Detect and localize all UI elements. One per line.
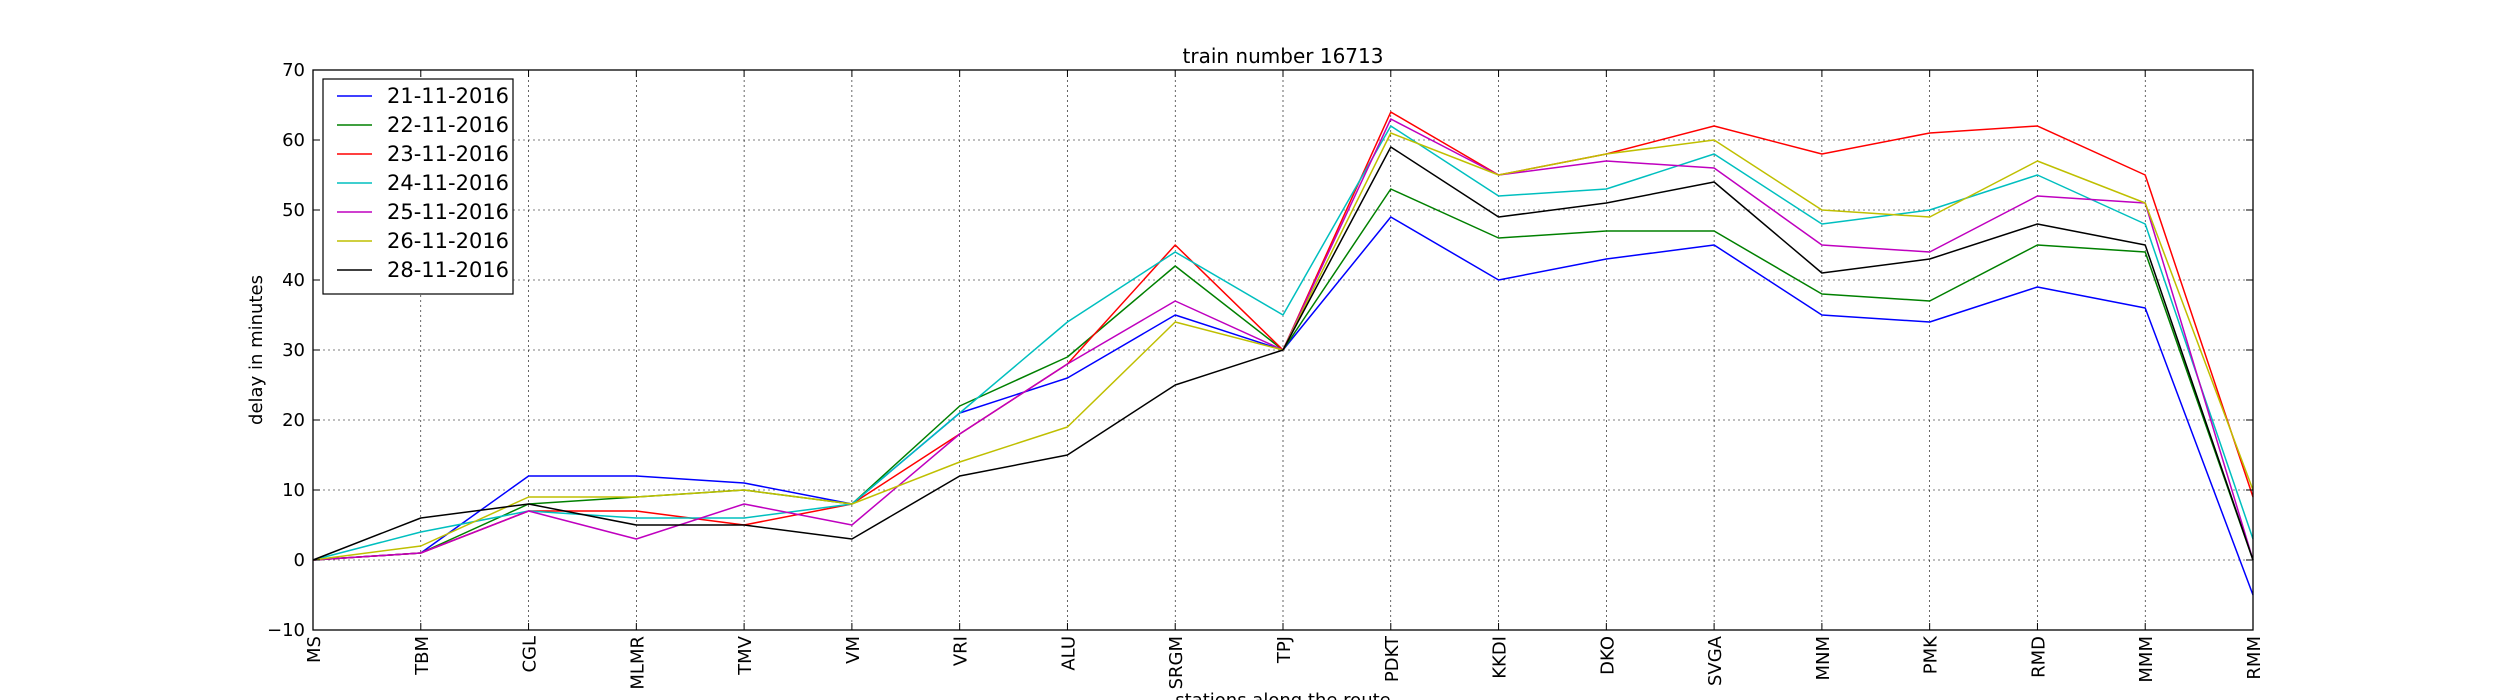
legend-label: 25-11-2016: [387, 200, 509, 224]
y-tick-label: 40: [282, 270, 305, 291]
y-tick-label: 50: [282, 200, 305, 221]
x-tick-label: PMK: [1921, 635, 1942, 674]
legend-label: 26-11-2016: [387, 229, 509, 253]
y-tick-label: −10: [267, 620, 305, 641]
x-tick-label: KKDI: [1490, 636, 1511, 679]
x-tick-label: CGL: [520, 636, 541, 673]
y-tick-label: 0: [294, 550, 305, 571]
y-tick-label: 70: [282, 60, 305, 81]
legend-label: 21-11-2016: [387, 84, 509, 108]
legend-label: 23-11-2016: [387, 142, 509, 166]
axis-ticks: MS TBM CGL MLMR TMV VM VRI ALU SRGM TPJ PDKT KKDI DK…: [267, 60, 2265, 690]
x-tick-label: VRI: [951, 636, 972, 666]
x-tick-label: TBM: [412, 636, 433, 676]
x-tick-label: DKO: [1597, 636, 1618, 675]
x-axis-title: stations along the route: [1175, 690, 1390, 700]
legend-box: [322, 78, 514, 295]
series-line: [312, 146, 2254, 561]
x-tick-label: TPJ: [1274, 636, 1295, 664]
legend-label: 22-11-2016: [387, 113, 509, 137]
x-tick-label: TMV: [735, 635, 756, 676]
x-tick-label: PDKT: [1382, 635, 1403, 682]
x-tick-label: RMM: [2244, 636, 2265, 680]
x-tick-label: ALU: [1058, 636, 1079, 671]
y-axis-title: delay in minutes: [246, 275, 267, 425]
x-tick-label: SRGM: [1166, 636, 1187, 689]
x-tick-label: SVGA: [1705, 635, 1726, 686]
legend-label: 24-11-2016: [387, 171, 509, 195]
legend: 21-11-2016 22-11-2016 23-11-2016 24-11-2016…: [322, 78, 514, 295]
chart-title: train number 16713: [1183, 44, 1384, 68]
x-tick-label: MS: [304, 636, 325, 663]
y-tick-label: 30: [282, 340, 305, 361]
x-tick-label: RMD: [2028, 636, 2049, 678]
y-tick-label: 10: [282, 480, 305, 501]
x-tick-label: MLMR: [627, 636, 648, 690]
series-line: [312, 125, 2254, 561]
x-tick-label: MMM: [2136, 636, 2157, 683]
series-lines: [312, 111, 2254, 596]
x-tick-label: MNM: [1813, 636, 1834, 681]
y-tick-label: 20: [282, 410, 305, 431]
x-tick-label: VM: [843, 636, 864, 664]
y-tick-label: 60: [282, 130, 305, 151]
legend-label: 28-11-2016: [387, 258, 509, 282]
